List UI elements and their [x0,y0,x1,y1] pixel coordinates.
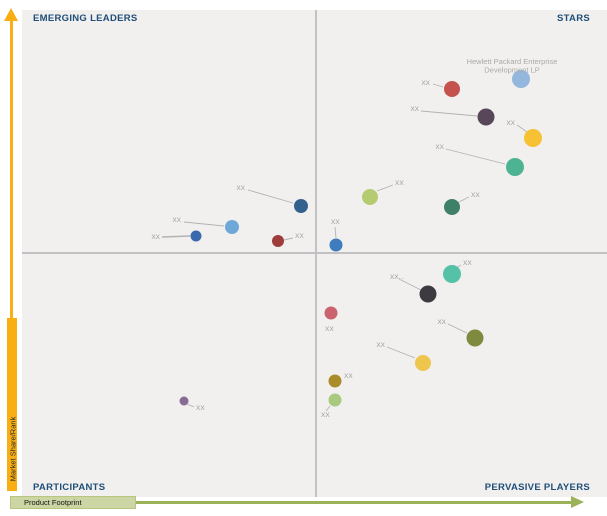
vendor-label: XX [435,144,444,151]
vendor-dot[interactable] [362,189,378,205]
vendor-label: XX [344,373,353,380]
vendor-label: XX... [390,274,404,281]
vendor-label: XX [395,180,404,187]
y-axis-arrow-icon [4,8,18,21]
vendor-dot[interactable] [444,81,460,97]
vendor-label: XX [321,412,330,419]
vendor-dot[interactable] [272,235,284,247]
vendor-label: XX [376,342,385,349]
leader-line [325,405,331,412]
leader-line [376,184,394,192]
y-axis-bar [7,318,17,491]
quadrant-label-stars: STARS [557,13,590,24]
leader-line [186,403,195,408]
vendor-dot[interactable] [415,355,431,371]
quadrant-label-pervasive-players: PERVASIVE PLAYERS [484,482,590,493]
vendor-dot[interactable] [324,306,338,320]
vendor-dot[interactable] [444,199,460,215]
vendor-label: XX [506,120,515,127]
vendor-label: XX [325,326,334,333]
quadrant-divider-horizontal [22,252,607,254]
vendor-dot[interactable] [419,285,437,303]
vendor-dot[interactable] [477,108,495,126]
vendor-label: XX [421,80,430,87]
vendor-dot[interactable] [506,158,524,176]
leader-line [456,196,470,204]
vendor-dot[interactable] [328,393,342,407]
vendor-label: XX [331,219,340,226]
leader-line [420,110,478,117]
leader-line [161,235,191,238]
leader-line [386,346,416,359]
leader-line [398,278,422,291]
x-axis-label-bar: Product Footprint [10,496,136,509]
vendor-label: XX [471,192,480,199]
leader-line [247,189,294,204]
x-axis-label: Product Footprint [24,498,82,507]
vendor-label: XX [196,405,205,412]
vendor-label: XX [151,234,160,241]
leader-line [334,226,337,239]
quadrant-label-emerging-leaders: EMERGING LEADERS [33,13,138,24]
vendor-dot[interactable] [328,374,342,388]
vendor-dot[interactable] [329,238,343,252]
vendor-label: XX [437,319,446,326]
leader-line [445,148,506,165]
vendor-label: XX [295,233,304,240]
vendor-label: XX [410,106,419,113]
vendor-label: Hewlett Packard Enterprise Development LP [467,57,558,75]
x-axis-line [136,501,572,504]
x-axis-arrow-icon [571,496,584,508]
vendor-dot[interactable] [294,199,308,213]
leader-line [183,221,225,227]
vendor-dot[interactable] [466,329,484,347]
vendor-dot[interactable] [179,396,189,406]
vendor-dot[interactable] [524,129,542,147]
vendor-label: XX [172,217,181,224]
leader-line [447,323,468,334]
leader-line [516,124,528,133]
vendor-dot[interactable] [225,220,239,234]
vendor-label: XX [236,185,245,192]
leader-line [283,237,294,241]
vendor-dot[interactable] [443,265,461,283]
y-axis-line [10,20,13,318]
vendor-label: XX [463,260,472,267]
leader-line [432,83,444,88]
vendor-dot[interactable] [512,70,530,88]
vendor-dot[interactable] [190,230,202,242]
quadrant-label-participants: PARTICIPANTS [33,482,106,493]
